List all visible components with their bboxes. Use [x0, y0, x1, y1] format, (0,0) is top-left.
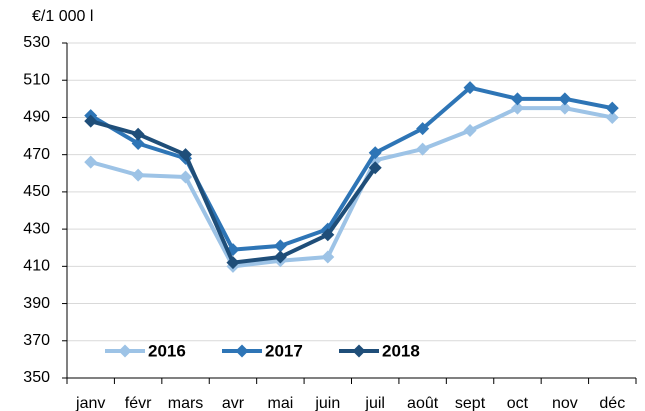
x-tick-label: sept: [455, 395, 486, 411]
y-tick-label: 510: [23, 71, 50, 88]
y-axis-label: €/1 000 l: [32, 8, 93, 25]
y-tick-label: 370: [23, 332, 50, 349]
point: [84, 155, 98, 169]
x-tick-label: mai: [267, 395, 293, 411]
y-tick-label: 390: [23, 295, 50, 312]
legend-label: 2018: [382, 341, 420, 360]
y-tick-label: 430: [23, 220, 50, 237]
x-tick-label: déc: [599, 395, 625, 411]
point: [463, 123, 477, 137]
y-tick-label: 450: [23, 183, 50, 200]
point: [368, 161, 382, 175]
x-tick-label: juil: [364, 395, 385, 411]
y-tick-label: 490: [23, 109, 50, 126]
point: [131, 137, 145, 150]
point: [179, 148, 193, 162]
point: [510, 92, 524, 106]
series-line: [89, 85, 613, 252]
legend-marker: [352, 344, 366, 358]
point: [463, 81, 477, 95]
x-tick-label: oct: [507, 395, 529, 411]
legend-label: 2016: [148, 341, 186, 360]
legend-marker: [235, 344, 249, 358]
point: [321, 250, 335, 264]
x-tick-label: avr: [222, 395, 245, 411]
x-tick-label: févr: [125, 395, 152, 411]
point: [605, 110, 619, 124]
point: [131, 127, 145, 141]
point: [131, 168, 145, 182]
point: [558, 101, 572, 115]
point: [179, 170, 193, 184]
x-tick-label: mars: [168, 395, 204, 411]
x-tick-label: nov: [552, 395, 578, 411]
series-line: [90, 106, 613, 269]
legend-label: 2017: [265, 341, 303, 360]
point: [84, 114, 98, 128]
point: [510, 101, 524, 115]
point: [273, 250, 287, 264]
point: [226, 256, 240, 270]
x-tick-label: août: [407, 395, 439, 411]
y-tick-label: 470: [23, 146, 50, 163]
point: [558, 92, 572, 106]
point: [416, 122, 430, 136]
point: [273, 239, 287, 253]
point: [416, 142, 430, 156]
y-tick-label: 350: [23, 369, 50, 386]
y-tick-label: 530: [23, 34, 50, 51]
x-tick-label: juin: [314, 395, 340, 411]
point: [368, 146, 382, 160]
x-tick-label: janv: [75, 395, 105, 411]
legend-marker: [118, 344, 132, 358]
point: [321, 228, 335, 242]
point: [605, 101, 619, 115]
point: [226, 243, 240, 257]
y-tick-label: 410: [23, 258, 50, 275]
